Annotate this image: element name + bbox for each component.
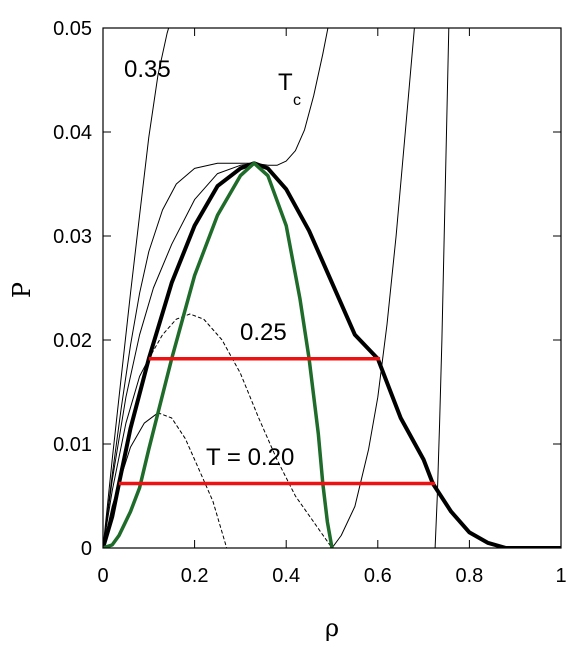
y-axis-label: P [8,282,36,298]
x-tick-label: 0.6 [364,565,392,587]
y-tick-label: 0.01 [53,434,92,456]
series-line-thin-9 [434,28,450,548]
series-line-green-11 [103,161,334,548]
series-line-thin-1 [103,28,329,548]
plot-frame [102,27,562,549]
series-line-thin-0 [103,28,170,548]
annotation-t035: 0.35 [124,56,171,83]
x-tick-label: 0.4 [272,565,300,587]
y-tick-label: 0.03 [53,226,92,248]
x-tick-label: 1 [555,565,566,587]
series-line-thin-2 [103,162,255,548]
annotation-t025: 0.25 [240,319,287,346]
x-tick-label: 0.2 [181,565,209,587]
y-tick-label: 0.04 [53,122,92,144]
y-ticks: 0 0.01 0.02 0.03 0.04 0.05 [53,18,561,560]
annotation-tc: T [278,69,293,96]
series-line-thin-3 [103,358,150,548]
series-layer [103,28,561,548]
y-tick-label: 0.02 [53,330,92,352]
series-line-dashed-4 [148,313,333,548]
annotation-tc-subscript: c [293,92,301,109]
series-line-thin-5 [331,28,415,548]
x-ticks: 0 0.2 0.4 0.6 0.8 1 [97,28,567,587]
series-line-dashed-8 [157,412,228,548]
x-axis-label: ρ [325,614,339,642]
series-line-bold-10 [103,161,561,548]
x-tick-label: 0.8 [455,565,483,587]
annotation-t020: T = 0.20 [206,444,294,471]
y-tick-label: 0.05 [53,18,92,40]
x-tick-label: 0 [97,565,108,587]
y-tick-label: 0 [81,538,92,560]
